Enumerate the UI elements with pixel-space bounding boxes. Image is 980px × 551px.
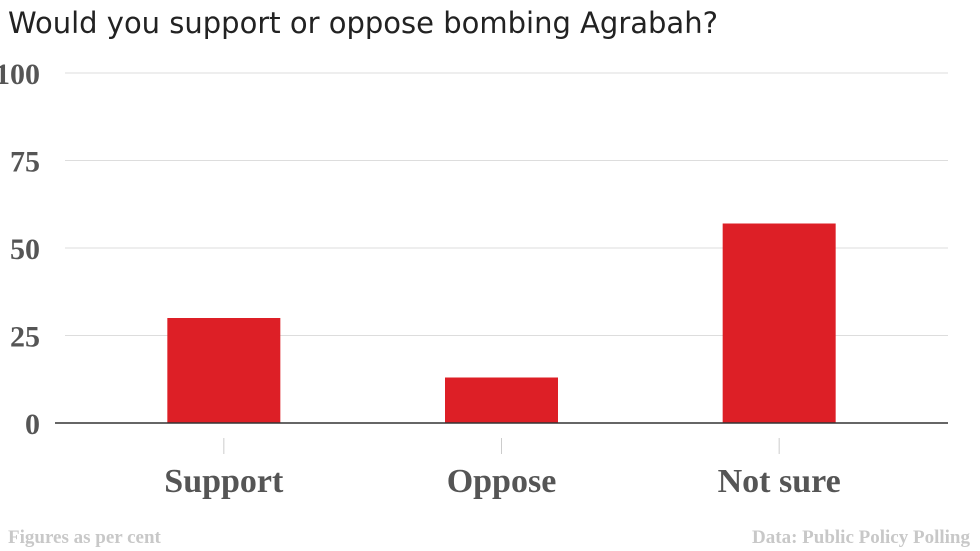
bar-not-sure: [722, 223, 836, 423]
y-tick-label: 75: [10, 146, 40, 179]
y-tick-label: 50: [10, 233, 40, 266]
y-tick-label: 0: [25, 408, 40, 441]
chart-title: Would you support or oppose bombing Agra…: [8, 6, 718, 40]
bar-oppose: [445, 377, 558, 423]
y-tick-label: 25: [10, 321, 40, 354]
x-tick-label: Not sure: [718, 463, 841, 500]
source-note: Data: Public Policy Polling: [752, 527, 970, 548]
x-tick-label: Support: [164, 463, 284, 500]
y-tick-label: 100: [0, 58, 40, 91]
x-tick-label: Oppose: [447, 463, 557, 500]
bar-support: [167, 318, 281, 423]
figures-note: Figures as per cent: [8, 527, 161, 548]
